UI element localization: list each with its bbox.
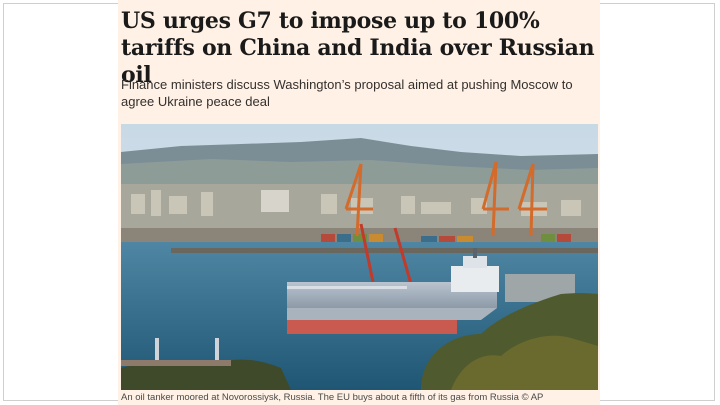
port-photo [121,124,598,390]
hero-image [121,124,598,390]
cranes [344,161,547,237]
tanker-cranes [359,223,413,285]
foreground-structures [121,338,231,366]
pier [171,248,598,253]
article-headline[interactable]: US urges G7 to impose up to 100% tariffs… [121,8,595,88]
trees-left [121,359,291,390]
trees-right-foliage [451,335,598,390]
image-caption: An oil tanker moored at Novorossiysk, Ru… [121,392,544,403]
containers [321,234,571,244]
oil-tanker [287,248,499,334]
article-standfirst: Finance ministers discuss Washington’s p… [121,77,573,109]
